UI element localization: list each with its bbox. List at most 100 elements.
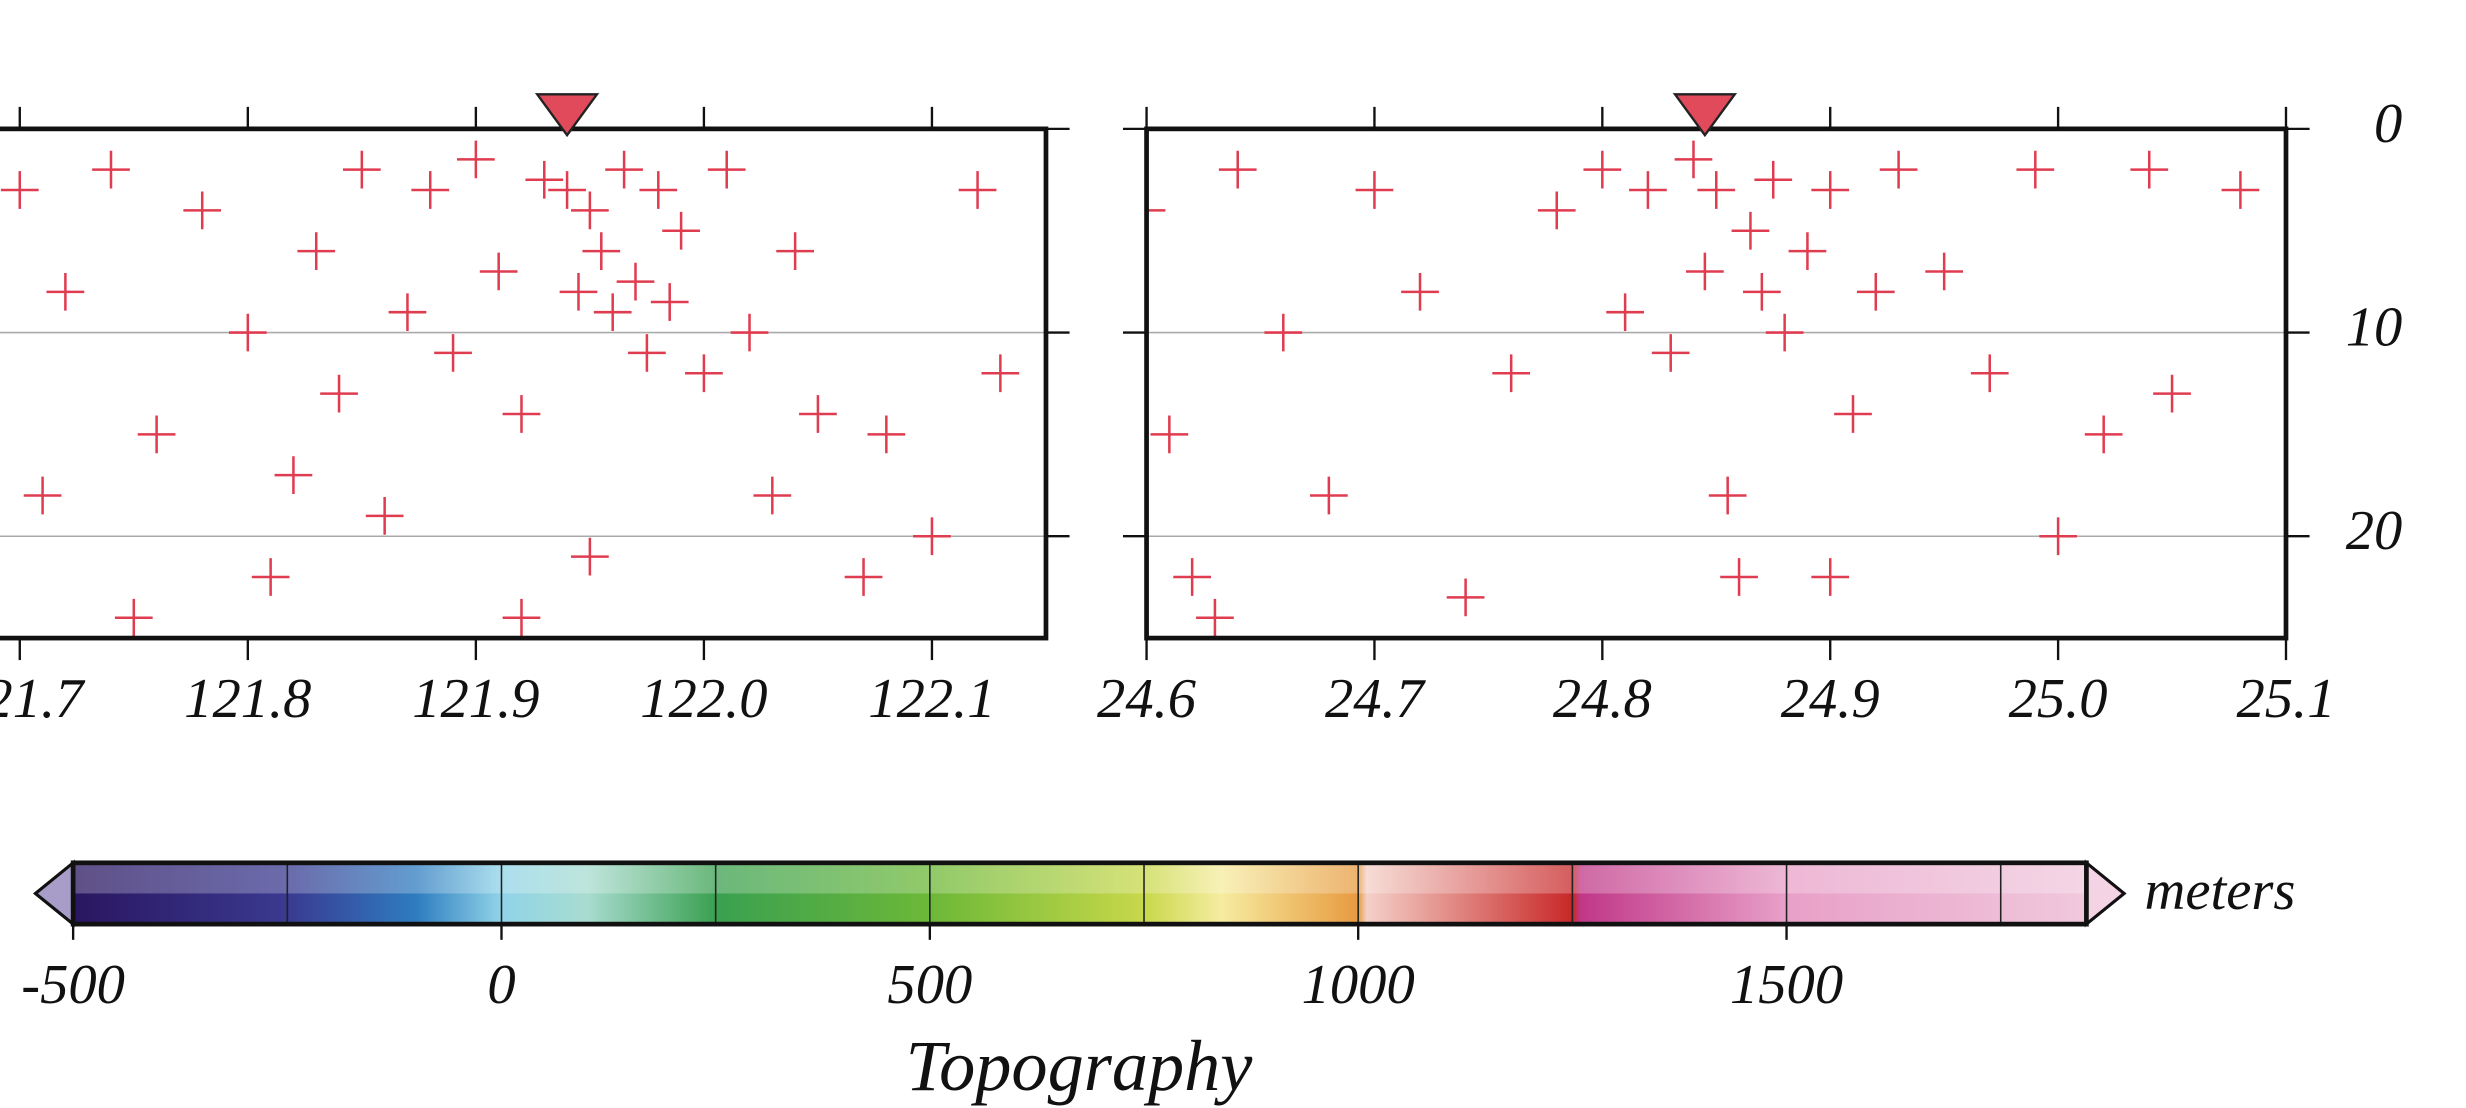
event-cross xyxy=(1310,476,1348,515)
event-cross xyxy=(2084,415,2123,454)
colorbar-shade xyxy=(73,862,2087,894)
event-cross xyxy=(2039,517,2077,556)
event-cross xyxy=(183,191,222,230)
event-cross xyxy=(251,558,290,596)
event-cross xyxy=(1834,395,1872,433)
station-marker xyxy=(1672,93,1738,138)
event-cross xyxy=(1492,354,1531,393)
event-cross xyxy=(650,283,689,321)
event-cross xyxy=(605,150,643,189)
event-cross xyxy=(502,598,541,637)
event-cross xyxy=(525,160,564,199)
x-tick-label: 25.1 xyxy=(2237,668,2336,730)
event-cross xyxy=(23,476,62,515)
colorbar-unit: meters xyxy=(2145,860,2296,922)
x-tick-label: 24.7 xyxy=(1325,668,1427,730)
event-cross xyxy=(913,517,951,556)
event-cross xyxy=(434,334,472,372)
event-cross xyxy=(1708,476,1747,515)
event-cross xyxy=(1401,272,1439,311)
colorbar-tick-label: 0 xyxy=(487,954,515,1016)
x-tick-label: 25.0 xyxy=(2009,668,2108,730)
event-cross xyxy=(571,191,609,230)
over-triangle xyxy=(2084,859,2127,928)
event-cross xyxy=(228,313,267,352)
colorbar-title: Topography xyxy=(906,1026,1254,1106)
points xyxy=(1146,140,2260,637)
event-cross xyxy=(730,313,769,352)
event-cross xyxy=(1606,293,1644,332)
event-cross xyxy=(1811,558,1850,596)
event-cross xyxy=(844,558,883,596)
event-cross xyxy=(616,262,655,301)
points xyxy=(0,140,1020,637)
event-cross xyxy=(411,171,450,209)
event-cross xyxy=(114,598,153,637)
event-cross xyxy=(628,334,666,372)
x-tick-label: 122.0 xyxy=(640,668,767,730)
event-cross xyxy=(365,497,404,535)
colorbar-tick-label: -500 xyxy=(21,954,125,1016)
event-cross xyxy=(1355,171,1394,209)
under-triangle xyxy=(32,859,75,928)
event-cross xyxy=(1731,211,1770,250)
event-cross xyxy=(1754,160,1793,199)
event-cross xyxy=(1629,171,1667,209)
event-cross xyxy=(707,150,746,189)
event-cross xyxy=(320,374,358,413)
colorbar-tick-label: 500 xyxy=(887,954,972,1016)
event-cross xyxy=(582,232,621,270)
event-cross xyxy=(1196,598,1234,637)
event-cross xyxy=(1651,334,1690,372)
y-tick-label: 10 xyxy=(2346,297,2403,359)
event-cross xyxy=(297,232,336,270)
event-cross xyxy=(571,537,609,576)
event-cross xyxy=(388,293,427,332)
colorbar-frame xyxy=(70,860,2089,927)
event-cross xyxy=(1173,558,1211,596)
event-cross xyxy=(342,150,381,189)
x-tick-label: 121.9 xyxy=(412,668,539,730)
event-cross xyxy=(662,211,700,250)
event-cross xyxy=(137,415,176,454)
event-cross xyxy=(457,140,495,179)
x-tick-label: 24.9 xyxy=(1781,668,1880,730)
event-cross xyxy=(981,354,1020,393)
event-cross xyxy=(274,456,313,494)
x-tick-label: 121.7 xyxy=(0,668,86,730)
event-cross xyxy=(1446,578,1485,617)
panel-frame xyxy=(0,126,1049,641)
colorbar xyxy=(73,862,2087,925)
event-cross xyxy=(1879,150,1918,189)
event-cross xyxy=(1150,415,1189,454)
event-cross xyxy=(2016,150,2055,189)
x-tick-label: 24.8 xyxy=(1553,668,1652,730)
panel-frame xyxy=(1144,126,2289,641)
event-cross xyxy=(2221,171,2260,209)
colorbar-tick-label: 1500 xyxy=(1730,954,1843,1016)
event-cross xyxy=(685,354,723,393)
y-tick-label: 0 xyxy=(2374,93,2402,155)
event-cross xyxy=(1583,150,1622,189)
event-cross xyxy=(753,476,792,515)
event-cross xyxy=(1742,272,1781,311)
x-tick-label: 24.6 xyxy=(1097,668,1196,730)
event-cross xyxy=(2130,150,2169,189)
event-cross xyxy=(559,272,598,311)
station-marker xyxy=(534,93,600,138)
event-cross xyxy=(1264,313,1303,352)
event-cross xyxy=(799,395,837,433)
event-cross xyxy=(1925,252,1964,291)
event-cross xyxy=(479,252,518,291)
event-cross xyxy=(1856,272,1895,311)
event-cross xyxy=(1537,191,1576,230)
event-cross xyxy=(1697,171,1736,209)
event-cross xyxy=(776,232,814,270)
event-cross xyxy=(92,150,130,189)
event-cross xyxy=(1218,150,1257,189)
event-cross xyxy=(1686,252,1724,291)
x-tick-label: 122.1 xyxy=(868,668,995,730)
event-cross xyxy=(958,171,997,209)
event-cross xyxy=(1970,354,2009,393)
